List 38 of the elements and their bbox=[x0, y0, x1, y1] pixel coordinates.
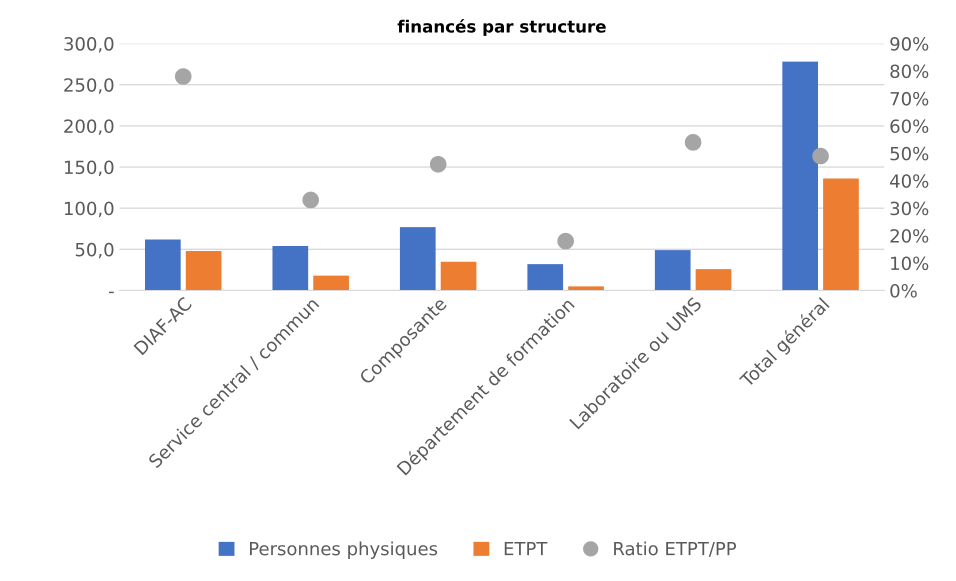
bar bbox=[186, 250, 222, 290]
y-tick-label: 200,0 bbox=[64, 119, 114, 135]
bar bbox=[440, 262, 476, 290]
bar bbox=[144, 239, 181, 290]
bar bbox=[782, 62, 818, 290]
bar bbox=[272, 246, 308, 290]
bar bbox=[696, 269, 732, 290]
bar bbox=[823, 178, 859, 290]
point bbox=[684, 134, 702, 151]
bar bbox=[654, 250, 691, 290]
y-tick-label: - bbox=[109, 292, 114, 294]
point bbox=[812, 148, 829, 164]
point bbox=[430, 156, 446, 173]
legend-label: ETPT bbox=[504, 542, 548, 556]
y-tick-label: 250,0 bbox=[64, 78, 114, 94]
y-tick-label: 50,0 bbox=[76, 242, 114, 258]
point bbox=[174, 68, 192, 85]
point bbox=[302, 192, 319, 208]
y2-tick-label: 0% bbox=[890, 284, 917, 298]
y2-tick-label: 80% bbox=[890, 64, 928, 78]
legend-label: Personnes physiques bbox=[250, 541, 438, 559]
y2-tick-label: 40% bbox=[890, 174, 928, 188]
y2-tick-label: 90% bbox=[890, 37, 928, 51]
y2-tick-label: 30% bbox=[890, 202, 928, 216]
point bbox=[557, 232, 574, 250]
y-tick-label: 150,0 bbox=[64, 160, 114, 176]
y-tick-label: 300,0 bbox=[64, 37, 114, 53]
y2-tick-label: 20% bbox=[890, 229, 928, 243]
bar bbox=[400, 227, 436, 290]
y-tick-label: 100,0 bbox=[64, 202, 114, 218]
bar bbox=[527, 264, 564, 290]
y2-tick-label: 50% bbox=[890, 146, 928, 160]
y2-tick-label: 60% bbox=[890, 119, 928, 133]
legend-label: Ratio ETPT/PP bbox=[614, 541, 736, 557]
bar bbox=[313, 276, 349, 290]
chart-title: financés par structure bbox=[398, 19, 606, 36]
y2-tick-label: 70% bbox=[890, 92, 928, 106]
y2-tick-label: 10% bbox=[891, 256, 928, 270]
